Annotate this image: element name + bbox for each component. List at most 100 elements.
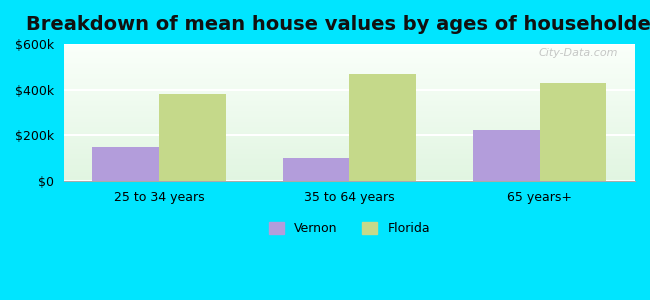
Bar — [64, 167, 635, 168]
Bar — [540, 83, 606, 181]
Bar — [64, 98, 635, 100]
Bar — [64, 108, 635, 109]
Bar — [64, 102, 635, 103]
Bar — [64, 136, 635, 137]
Bar — [64, 172, 635, 173]
Bar — [64, 117, 635, 118]
Bar — [64, 51, 635, 52]
Bar — [64, 91, 635, 92]
Bar — [64, 44, 635, 45]
Bar — [64, 104, 635, 105]
Bar — [64, 142, 635, 143]
Bar — [64, 160, 635, 162]
Legend: Vernon, Florida: Vernon, Florida — [264, 217, 435, 240]
Bar — [64, 133, 635, 134]
Bar — [64, 169, 635, 170]
Bar — [64, 111, 635, 112]
Bar — [64, 134, 635, 135]
Bar — [64, 171, 635, 172]
Bar — [64, 87, 635, 88]
Bar — [64, 50, 635, 51]
Bar — [64, 178, 635, 179]
Bar — [64, 163, 635, 164]
Bar — [64, 121, 635, 122]
Bar — [473, 130, 540, 181]
Bar — [64, 73, 635, 74]
Bar — [64, 152, 635, 153]
Bar — [64, 175, 635, 176]
Bar — [64, 81, 635, 83]
Bar — [64, 124, 635, 125]
Bar — [64, 145, 635, 146]
Bar — [64, 105, 635, 106]
Bar — [159, 94, 226, 181]
Bar — [64, 109, 635, 110]
Bar — [64, 148, 635, 149]
Bar — [64, 166, 635, 167]
Bar — [64, 118, 635, 119]
Bar — [64, 147, 635, 148]
Bar — [64, 168, 635, 169]
Bar — [64, 60, 635, 61]
Bar — [64, 146, 635, 147]
Bar — [64, 85, 635, 86]
Bar — [64, 64, 635, 65]
Bar — [64, 139, 635, 140]
Bar — [64, 153, 635, 154]
Bar — [64, 94, 635, 95]
Bar — [64, 179, 635, 180]
Bar — [64, 126, 635, 128]
Bar — [64, 57, 635, 58]
Bar — [64, 106, 635, 107]
Bar — [64, 83, 635, 85]
Bar — [64, 88, 635, 89]
Bar — [64, 82, 635, 83]
Bar — [64, 113, 635, 115]
Bar — [64, 137, 635, 138]
Bar — [64, 59, 635, 60]
Bar — [64, 70, 635, 71]
Bar — [64, 61, 635, 62]
Bar — [64, 122, 635, 123]
Bar — [64, 110, 635, 111]
Bar — [64, 49, 635, 50]
Bar — [64, 75, 635, 76]
Bar — [64, 164, 635, 165]
Bar — [64, 115, 635, 116]
Bar — [64, 77, 635, 78]
Bar — [64, 68, 635, 70]
Bar — [64, 149, 635, 150]
Bar — [64, 176, 635, 177]
Bar — [64, 93, 635, 94]
Bar — [283, 158, 350, 181]
Bar — [64, 123, 635, 124]
Bar — [64, 103, 635, 104]
Bar — [64, 132, 635, 133]
Bar — [64, 76, 635, 77]
Bar — [64, 173, 635, 175]
Bar — [64, 116, 635, 117]
Bar — [92, 147, 159, 181]
Bar — [64, 52, 635, 53]
Bar — [64, 63, 635, 64]
Bar — [64, 141, 635, 142]
Bar — [64, 78, 635, 79]
Bar — [64, 143, 635, 145]
Bar — [64, 154, 635, 155]
Bar — [64, 48, 635, 49]
Bar — [64, 80, 635, 81]
Bar — [64, 150, 635, 151]
Bar — [64, 46, 635, 47]
Bar — [64, 112, 635, 113]
Bar — [64, 62, 635, 63]
Bar — [64, 128, 635, 130]
Bar — [64, 100, 635, 102]
Bar — [64, 151, 635, 152]
Bar — [64, 158, 635, 160]
Bar — [64, 47, 635, 48]
Bar — [64, 119, 635, 120]
Bar — [64, 162, 635, 163]
Text: City-Data.com: City-Data.com — [538, 48, 618, 58]
Bar — [64, 120, 635, 121]
Bar — [350, 74, 416, 181]
